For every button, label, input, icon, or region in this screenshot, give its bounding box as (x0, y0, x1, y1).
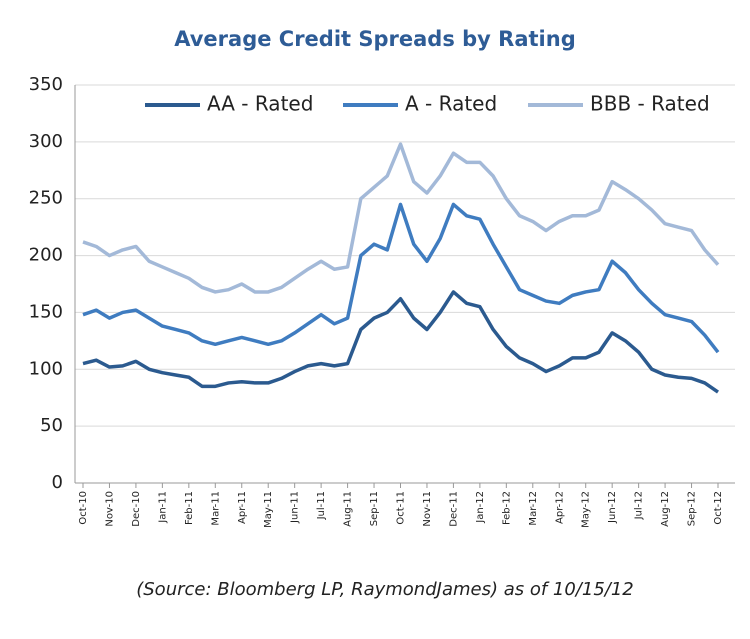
y-tick-label: 100 (29, 358, 63, 379)
x-tick-label: Jun-11 (290, 491, 301, 524)
x-tick-label: Feb-12 (501, 491, 512, 525)
x-tick-label: Dec-11 (448, 491, 459, 527)
y-tick-label: 0 (52, 472, 63, 493)
x-tick-label: Oct-12 (713, 491, 724, 525)
line-series (82, 142, 720, 294)
chart-title: Average Credit Spreads by Rating (174, 27, 576, 51)
y-tick-label: 150 (29, 301, 63, 322)
x-tick-label: Jun-12 (607, 491, 618, 524)
y-tick-label: 300 (29, 131, 63, 152)
legend-label: A - Rated (405, 92, 497, 116)
x-tick-label: Dec-10 (131, 491, 142, 527)
x-tick-label: Sep-12 (687, 491, 698, 526)
x-tick-label: Jul-12 (634, 491, 645, 520)
x-tick-label: Aug-11 (343, 491, 354, 527)
y-tick-label: 50 (40, 415, 63, 436)
x-tick-label: Mar-12 (528, 491, 539, 526)
x-tick-label: Sep-11 (369, 491, 380, 526)
y-tick-label: 250 (29, 188, 63, 209)
x-tick-label: Apr-12 (554, 491, 565, 524)
x-tick-label: Apr-11 (237, 491, 248, 524)
legend-label: BBB - Rated (590, 92, 710, 116)
x-tick-label: May-11 (263, 491, 274, 528)
x-tick-label: Mar-11 (210, 491, 221, 526)
x-tick-label: Jan-11 (157, 491, 168, 524)
x-tick-label: Feb-11 (184, 491, 195, 525)
x-tick-label: Jan-12 (475, 491, 486, 524)
line-series (82, 290, 719, 394)
y-tick-label: 200 (29, 245, 63, 266)
x-tick-label: Oct-10 (78, 491, 89, 525)
x-tick-label: Nov-10 (104, 491, 115, 527)
x-tick-label: May-12 (581, 491, 592, 528)
source-note: (Source: Bloomberg LP, RaymondJames) as … (136, 579, 634, 600)
x-tick-label: Jul-11 (316, 491, 327, 520)
x-tick-label: Aug-12 (660, 491, 671, 527)
x-tick-label: Oct-11 (396, 491, 407, 525)
legend-label: AA - Rated (207, 92, 313, 116)
line-series (82, 202, 720, 354)
y-tick-label: 350 (29, 74, 63, 95)
x-tick-label: Nov-11 (422, 491, 433, 527)
